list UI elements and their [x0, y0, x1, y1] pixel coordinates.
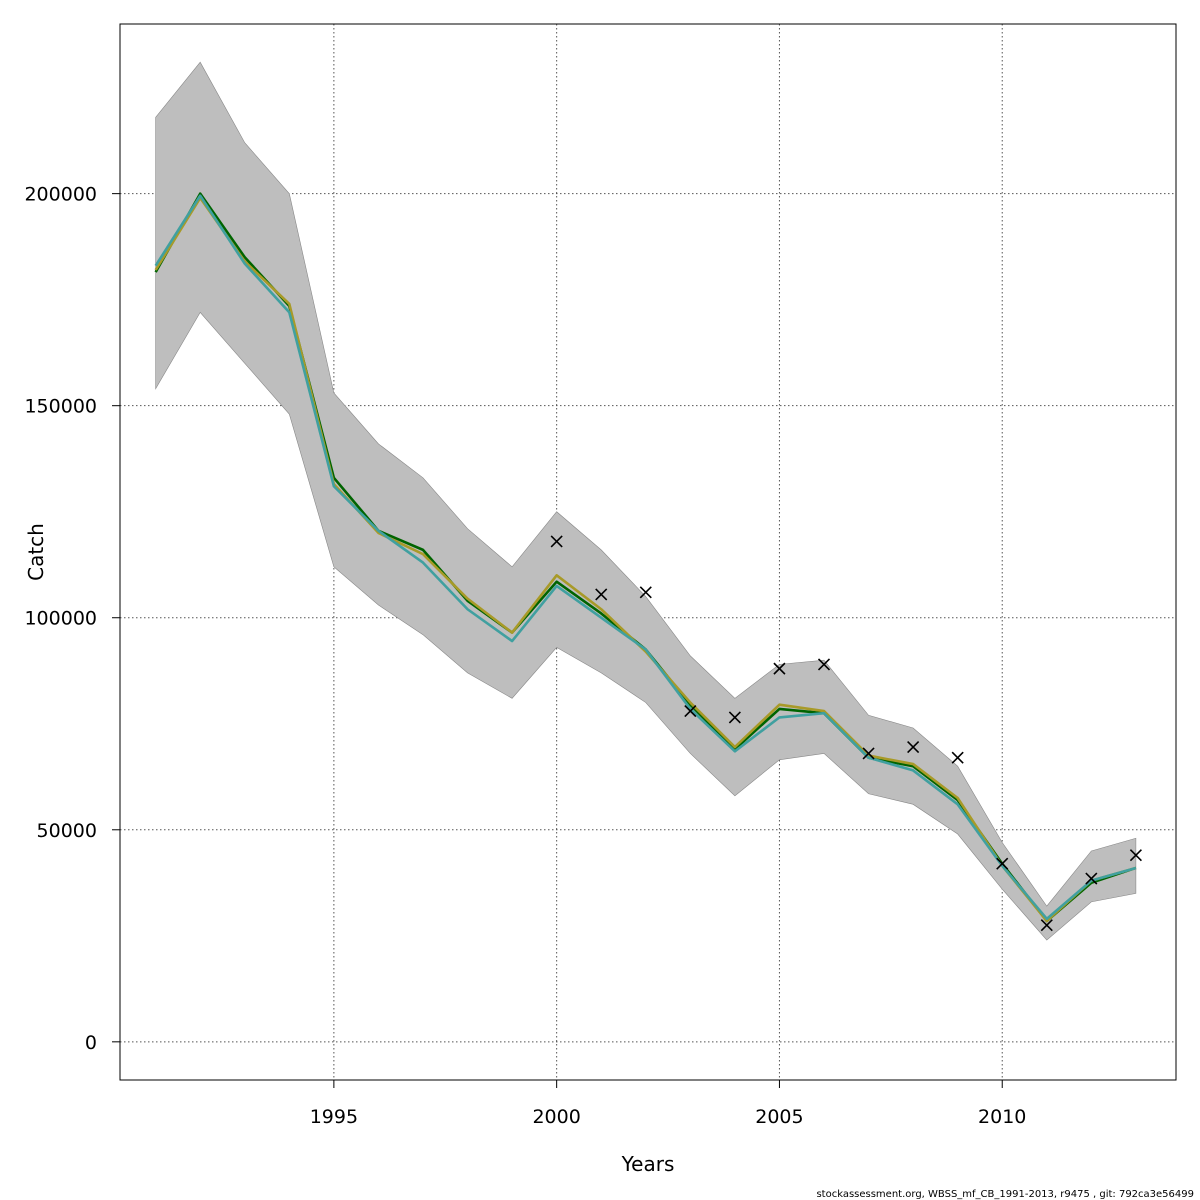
observation-marker-stroke: [951, 751, 964, 764]
observation-marker-stroke: [817, 658, 831, 671]
observation-marker: [684, 704, 697, 718]
observation-marker-stroke: [639, 586, 652, 599]
observation-marker-stroke: [907, 741, 920, 754]
x-axis-title: Years: [621, 1152, 675, 1176]
observation-marker: [1040, 919, 1053, 932]
observation-marker-stroke: [595, 588, 608, 601]
observation-marker: [907, 741, 920, 754]
observation-marker-stroke: [996, 857, 1009, 870]
confidence-band: [155, 61, 1137, 941]
series-line-3: [154, 194, 1137, 921]
confidence-band-layer: [155, 61, 1137, 941]
x-tick-label: 2000: [532, 1106, 580, 1128]
y-axis-title: Catch: [24, 523, 48, 581]
observation-marker: [951, 751, 964, 764]
observation-marker: [773, 662, 786, 675]
observation-marker-stroke: [1085, 872, 1098, 885]
series-layer: [154, 192, 1137, 923]
observation-marker: [550, 535, 563, 548]
observation-marker: [1085, 872, 1098, 885]
x-tick-label: 2005: [755, 1106, 803, 1128]
observation-marker-stroke: [862, 747, 875, 760]
observation-marker: [595, 588, 608, 601]
observation-marker: [1129, 849, 1142, 862]
observation-marker: [728, 711, 741, 724]
y-tick-label: 200000: [24, 184, 97, 206]
grid-layer: [120, 24, 1176, 1080]
y-tick-label: 100000: [24, 608, 97, 630]
footer-credit: stockassessment.org, WBSS_mf_CB_1991-201…: [816, 1189, 1194, 1200]
plot-frame: [119, 23, 1177, 1081]
y-tick-label: 0: [85, 1032, 97, 1054]
y-tick-label: 150000: [24, 396, 97, 418]
observation-marker-stroke: [1040, 919, 1053, 932]
observation-marker: [996, 857, 1009, 870]
observation-marker-stroke: [773, 662, 786, 675]
x-tick-label: 1995: [310, 1106, 358, 1128]
observation-marker-stroke: [1129, 849, 1142, 862]
observations-layer: [550, 535, 1142, 932]
y-tick-label: 50000: [37, 820, 97, 842]
tick-layer: 1995 2000 2005 2010 0 50000 100000 150000 200000: [24, 184, 1026, 1128]
observation-marker-stroke: [684, 704, 697, 718]
observation-marker: [639, 586, 652, 599]
observation-marker-stroke: [550, 535, 563, 548]
x-tick-label: 2010: [978, 1106, 1026, 1128]
observation-marker: [817, 658, 831, 671]
observation-marker-stroke: [728, 711, 741, 724]
observation-marker: [862, 747, 875, 760]
